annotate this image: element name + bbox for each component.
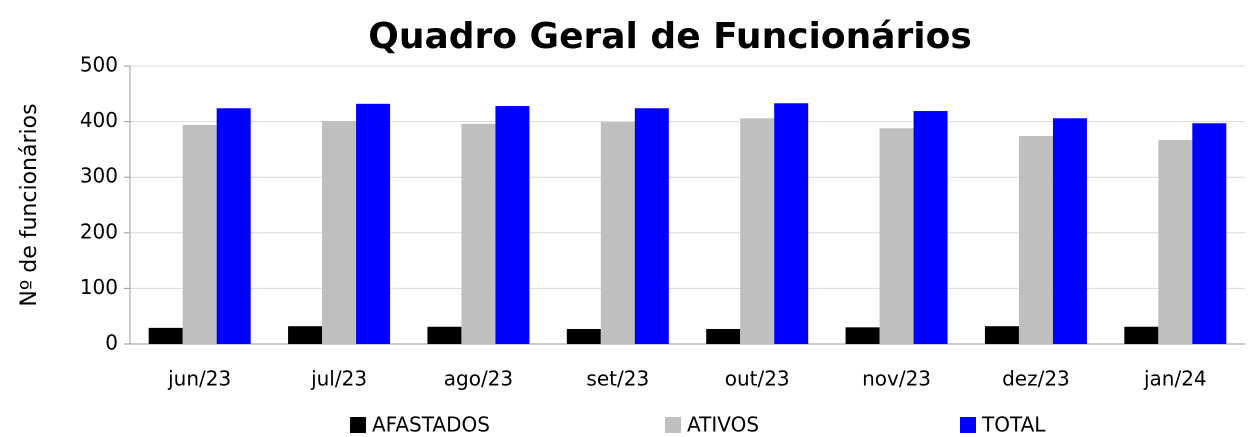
bar [845, 327, 880, 344]
y-axis-label: Nº de funcionários [17, 103, 42, 306]
bar [216, 108, 251, 344]
bar [600, 122, 635, 344]
legend-label: AFASTADOS [372, 413, 490, 437]
bar [1158, 139, 1193, 344]
x-tick-label: ago/23 [444, 367, 513, 391]
bar [1052, 118, 1087, 344]
legend-swatch [665, 417, 681, 433]
y-tick-label: 300 [80, 164, 118, 188]
y-tick-label: 100 [80, 275, 118, 299]
x-tick-label: dez/23 [1002, 367, 1070, 391]
legend-label: TOTAL [981, 413, 1046, 437]
y-tick-label: 400 [80, 108, 118, 132]
x-tick-label: jul/23 [310, 367, 367, 391]
y-tick-label: 200 [80, 219, 118, 243]
x-tick-label: jan/24 [1143, 367, 1207, 391]
y-tick-label: 500 [80, 53, 118, 77]
bar [740, 118, 775, 344]
bar [566, 328, 601, 344]
legend-swatch [960, 417, 976, 433]
bar [427, 326, 462, 344]
bar [461, 123, 496, 344]
bar [774, 103, 809, 344]
legend-swatch [350, 417, 366, 433]
bar [182, 124, 217, 344]
chart-title: Quadro Geral de Funcionários [368, 16, 972, 57]
bar [634, 108, 669, 344]
bar [322, 121, 357, 344]
bar [913, 111, 948, 344]
bar [1192, 123, 1227, 344]
bar [288, 326, 323, 344]
x-tick-label: nov/23 [862, 367, 931, 391]
bar [879, 128, 914, 344]
bar [1018, 136, 1053, 344]
x-tick-label: out/23 [725, 367, 790, 391]
bar [148, 327, 183, 344]
bar [1124, 326, 1159, 344]
x-tick-label: set/23 [586, 367, 649, 391]
bar [706, 328, 741, 344]
bar [495, 106, 530, 344]
bar [356, 103, 391, 344]
y-tick-label: 0 [105, 331, 118, 355]
x-tick-label: jun/23 [167, 367, 231, 391]
legend-label: ATIVOS [687, 413, 759, 437]
bar [984, 326, 1019, 344]
